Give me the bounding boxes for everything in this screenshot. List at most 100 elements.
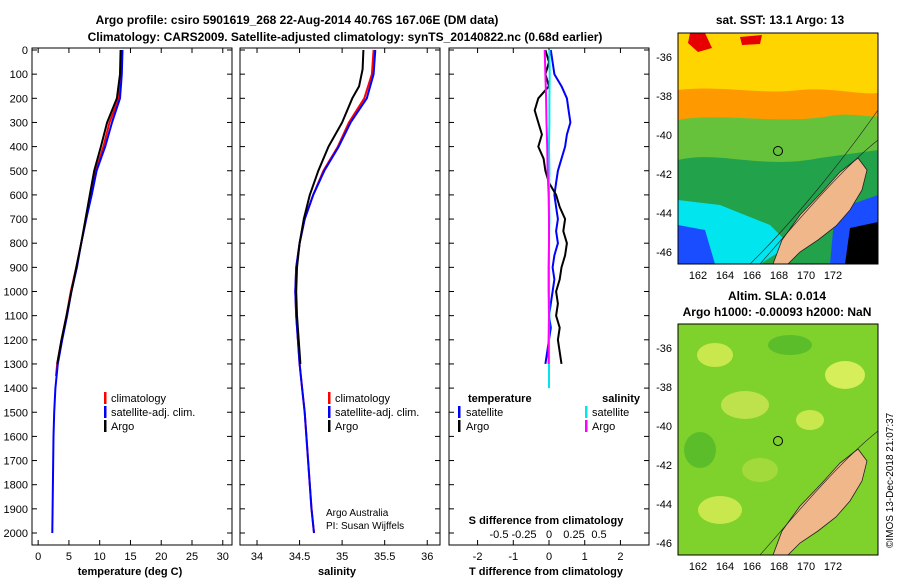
legend-satellite: satellite-adj. clim. (111, 407, 195, 419)
legend-swatch-s-argo (585, 420, 588, 432)
legend-satellite: satellite-adj. clim. (335, 407, 419, 419)
legend-swatch-t-argo (458, 420, 461, 432)
longitude-tick-label: 164 (716, 270, 734, 282)
temperature-axis-label: temperature (deg C) (78, 566, 183, 578)
sst-map (677, 32, 879, 265)
legend-climatology: climatology (335, 393, 391, 405)
depth-tick-label: 1200 (4, 335, 28, 347)
depth-tick-label: 1000 (4, 287, 28, 299)
sla-bathy-contour (759, 430, 879, 556)
x-tick-label: 25 (186, 551, 198, 563)
sla-blob (742, 458, 778, 482)
latitude-tick-label: -42 (656, 460, 672, 472)
longitude-tick-label: 162 (689, 270, 707, 282)
x-tick-label: 10 (94, 551, 106, 563)
depth-tick-label: 1900 (4, 504, 28, 516)
sla-map-title1: Altim. SLA: 0.014 (728, 289, 826, 303)
legend-swatch-climatology (328, 392, 331, 404)
legend-s-argo: Argo (592, 421, 615, 433)
panel-ticks (32, 48, 649, 545)
temperature-panel (31, 47, 233, 546)
legend-swatch-climatology (104, 392, 107, 404)
latitude-tick-label: -44 (656, 499, 672, 511)
legend-s-satellite: satellite (592, 407, 629, 419)
depth-tick-label: 300 (10, 117, 28, 129)
sst-map-axis-labels: -36 -38 -40 -42 -44 -46 162 164 166 168 170 172 (656, 52, 842, 282)
sst-hot-spot (740, 35, 762, 45)
legend-argo: Argo (335, 421, 358, 433)
latitude-tick-label: -40 (656, 130, 672, 142)
sst-masked-region (845, 222, 878, 264)
longitude-tick-label: 168 (770, 561, 788, 573)
depth-tick-label: 100 (10, 69, 28, 81)
legend-t-argo: Argo (466, 421, 489, 433)
legend-swatch-t-satellite (458, 406, 461, 418)
credit-line1: Argo Australia (326, 508, 389, 519)
depth-tick-label: 1500 (4, 407, 28, 419)
longitude-tick-label: 166 (743, 270, 761, 282)
series-line-argo (56, 49, 122, 365)
depth-tick-label: 1400 (4, 383, 28, 395)
x-tick-label: 30 (217, 551, 229, 563)
salinity-panel (239, 47, 441, 546)
sla-blob (684, 432, 716, 468)
x-tick-label: 2 (617, 551, 623, 563)
latitude-tick-label: -36 (656, 343, 672, 355)
depth-tick-label: 1300 (4, 359, 28, 371)
latitude-tick-label: -40 (656, 421, 672, 433)
depth-tick-label: 1700 (4, 456, 28, 468)
sst-map-title: sat. SST: 13.1 Argo: 13 (716, 13, 845, 27)
temperature-legend: climatology satellite-adj. clim. Argo (104, 392, 195, 433)
x-tick-label: 34 (251, 551, 263, 563)
depth-tick-label: 1600 (4, 431, 28, 443)
sla-blob (796, 410, 824, 430)
legend-temperature-heading: temperature (468, 393, 532, 405)
sla-map-title2: Argo h1000: -0.00093 h2000: NaN (683, 305, 872, 319)
sst-hot-spot (688, 33, 712, 52)
latitude-tick-label: -44 (656, 208, 672, 220)
t-difference-axis-label: T difference from climatology (469, 566, 624, 578)
difference-legend: temperature satellite Argo salinity sate… (458, 393, 641, 433)
depth-tick-label: 0 (22, 45, 28, 57)
x-tick-label: 35.5 (374, 551, 395, 563)
legend-t-satellite: satellite (466, 407, 503, 419)
depth-tick-label: 800 (10, 238, 28, 250)
series-line-salinity-argo (543, 49, 550, 364)
legend-swatch-satellite (328, 406, 331, 418)
timestamp: ©IMOS 13-Dec-2018 21:07:37 (885, 412, 896, 548)
longitude-tick-label: 170 (797, 270, 815, 282)
sst-blue-region (678, 225, 715, 264)
depth-tick-label: 400 (10, 142, 28, 154)
figure-title-line1: Argo profile: csiro 5901619_268 22-Aug-2… (96, 13, 499, 27)
x-tick-label: 0 (546, 551, 552, 563)
s-diff-tick-label: -0.5 (490, 529, 509, 541)
x-tick-label: -2 (473, 551, 483, 563)
latitude-tick-label: -46 (656, 538, 672, 550)
legend-climatology: climatology (111, 393, 167, 405)
sla-map (677, 323, 879, 556)
argo-float-marker (773, 146, 783, 156)
longitude-tick-label: 162 (689, 561, 707, 573)
depth-tick-label: 200 (10, 93, 28, 105)
s-diff-tick-label: 0.25 (563, 529, 584, 541)
legend-swatch-s-satellite (585, 406, 588, 418)
x-tick-label: -1 (508, 551, 518, 563)
sla-blob (698, 496, 742, 524)
longitude-tick-label: 168 (770, 270, 788, 282)
new-zealand-land (772, 448, 868, 556)
argo-float-marker (773, 436, 783, 446)
x-tick-label: 0 (35, 551, 41, 563)
sla-map-frame (677, 323, 879, 556)
depth-tick-label: 500 (10, 166, 28, 178)
x-tick-label: 35 (336, 551, 348, 563)
sla-blob (697, 343, 733, 367)
sst-bathy-contour (749, 109, 879, 265)
x-tick-labels: 0 5 10 15 20 25 30 34 34.5 35 35.5 36 -2 -1 0 1 2 -0.5 -0.… (35, 529, 623, 563)
longitude-tick-label: 172 (824, 270, 842, 282)
x-tick-label: 20 (155, 551, 167, 563)
legend-argo: Argo (111, 421, 134, 433)
x-tick-label: 34.5 (289, 551, 310, 563)
sla-blob (825, 361, 865, 389)
x-tick-label: 15 (124, 551, 136, 563)
depth-tick-label: 2000 (4, 528, 28, 540)
